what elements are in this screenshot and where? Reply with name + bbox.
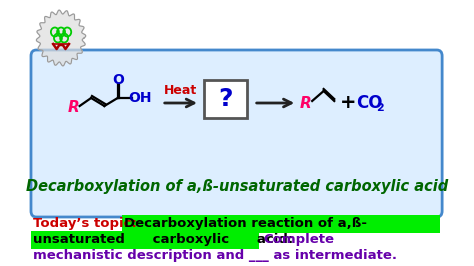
Text: Heat: Heat	[164, 84, 197, 97]
Text: Decarboxylation reaction of a,ß-: Decarboxylation reaction of a,ß-	[124, 218, 367, 231]
Text: +: +	[340, 94, 356, 113]
Text: OH: OH	[128, 91, 152, 105]
Text: O: O	[113, 73, 125, 87]
Text: Today’s topic:: Today’s topic:	[33, 218, 137, 231]
Text: Complete: Complete	[264, 234, 335, 247]
Text: ?: ?	[218, 87, 233, 111]
FancyBboxPatch shape	[122, 215, 440, 233]
Text: Decarboxylation of a,ß-unsaturated carboxylic acid: Decarboxylation of a,ß-unsaturated carbo…	[26, 178, 448, 193]
Text: unsaturated      carboxylic      acid:: unsaturated carboxylic acid:	[33, 234, 293, 247]
Text: R: R	[68, 101, 79, 115]
Text: mechanistic description and ___ as intermediate.: mechanistic description and ___ as inter…	[33, 250, 397, 263]
FancyBboxPatch shape	[204, 80, 247, 118]
FancyBboxPatch shape	[31, 50, 442, 217]
FancyBboxPatch shape	[31, 231, 259, 249]
Text: 2: 2	[376, 103, 384, 113]
Polygon shape	[36, 10, 86, 66]
Text: R: R	[300, 95, 312, 110]
Text: CO: CO	[356, 94, 383, 112]
